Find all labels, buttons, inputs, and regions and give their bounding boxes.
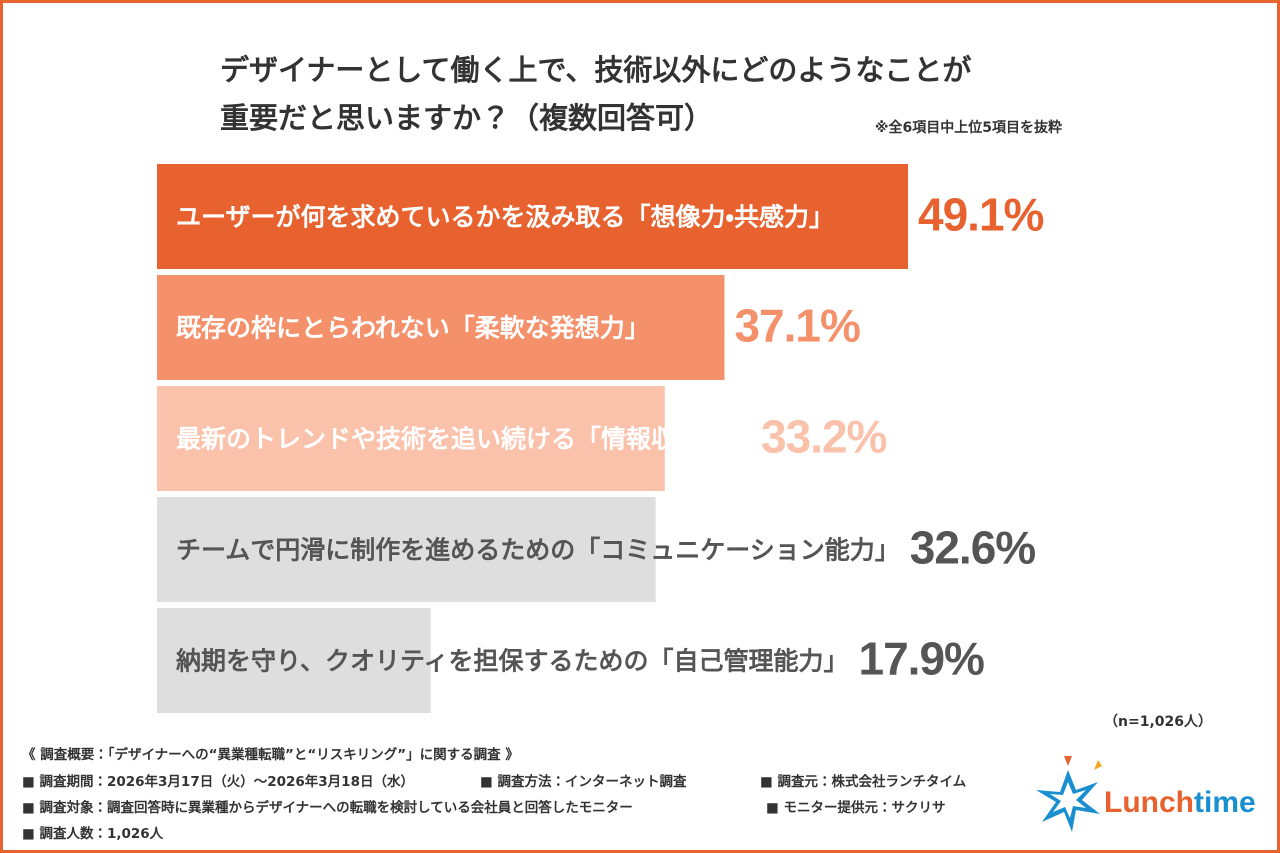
sample-size: （n=1,026人） (1104, 714, 1212, 730)
logo-left: Lunch (1104, 786, 1194, 819)
value-label: 32.6% (910, 522, 1036, 574)
category-label: ユーザーが何を求めているかを汲み取る「想像力・共感力」 (176, 203, 834, 232)
value-label: 37.1% (734, 300, 860, 352)
bar (157, 386, 665, 491)
logo-right: time (1194, 786, 1256, 819)
survey-detail: ■ 調査人数：1,026人 (22, 825, 164, 842)
category-label: 既存の枠にとらわれない「柔軟な発想力」 (176, 314, 650, 343)
category-label: 納期を守り、クオリティを担保するための「自己管理能力」 (175, 647, 849, 676)
survey-detail: ■ 調査方法：インターネット調査 (480, 773, 687, 790)
survey-overview: 《 調査概要：「デザイナーへの“異業種転職”と“リスキリング”」に関する調査 》 (22, 746, 519, 763)
bar (157, 497, 656, 602)
category-label: チームで円滑に制作を進めるための「コミュニケーション能力」 (176, 536, 900, 565)
survey-detail: ■ 調査対象：調査回答時に異業種からデザイナーへの転職を検討している会社員と回答… (22, 799, 633, 816)
survey-detail: ■ 調査期間：2026年3月17日（火）〜2026年3月18日（水） (22, 773, 414, 790)
survey-detail: ■ 調査元：株式会社ランチタイム (760, 773, 966, 790)
chart-title: デザイナーとして働く上で、技術以外にどのようなことが (220, 53, 971, 87)
category-label: 最新のトレンドや技術を追い続ける「情報収集力」 (176, 425, 751, 454)
bar (157, 164, 908, 269)
logo: Lunchtime (1036, 756, 1256, 832)
logo-icon (1036, 756, 1102, 832)
value-label: 33.2% (761, 411, 887, 463)
note: ※全6項目中上位5項目を抜粋 (875, 119, 1062, 136)
logo-text: Lunchtime (1104, 786, 1256, 819)
bar (157, 608, 431, 713)
value-label: 49.1% (918, 189, 1044, 241)
bar (157, 275, 725, 380)
value-label: 17.9% (859, 633, 985, 685)
survey-detail: ■ モニター提供元：サクリサ (766, 799, 945, 816)
chart-title: 重要だと思いますか？（複数回答可） (220, 101, 713, 135)
